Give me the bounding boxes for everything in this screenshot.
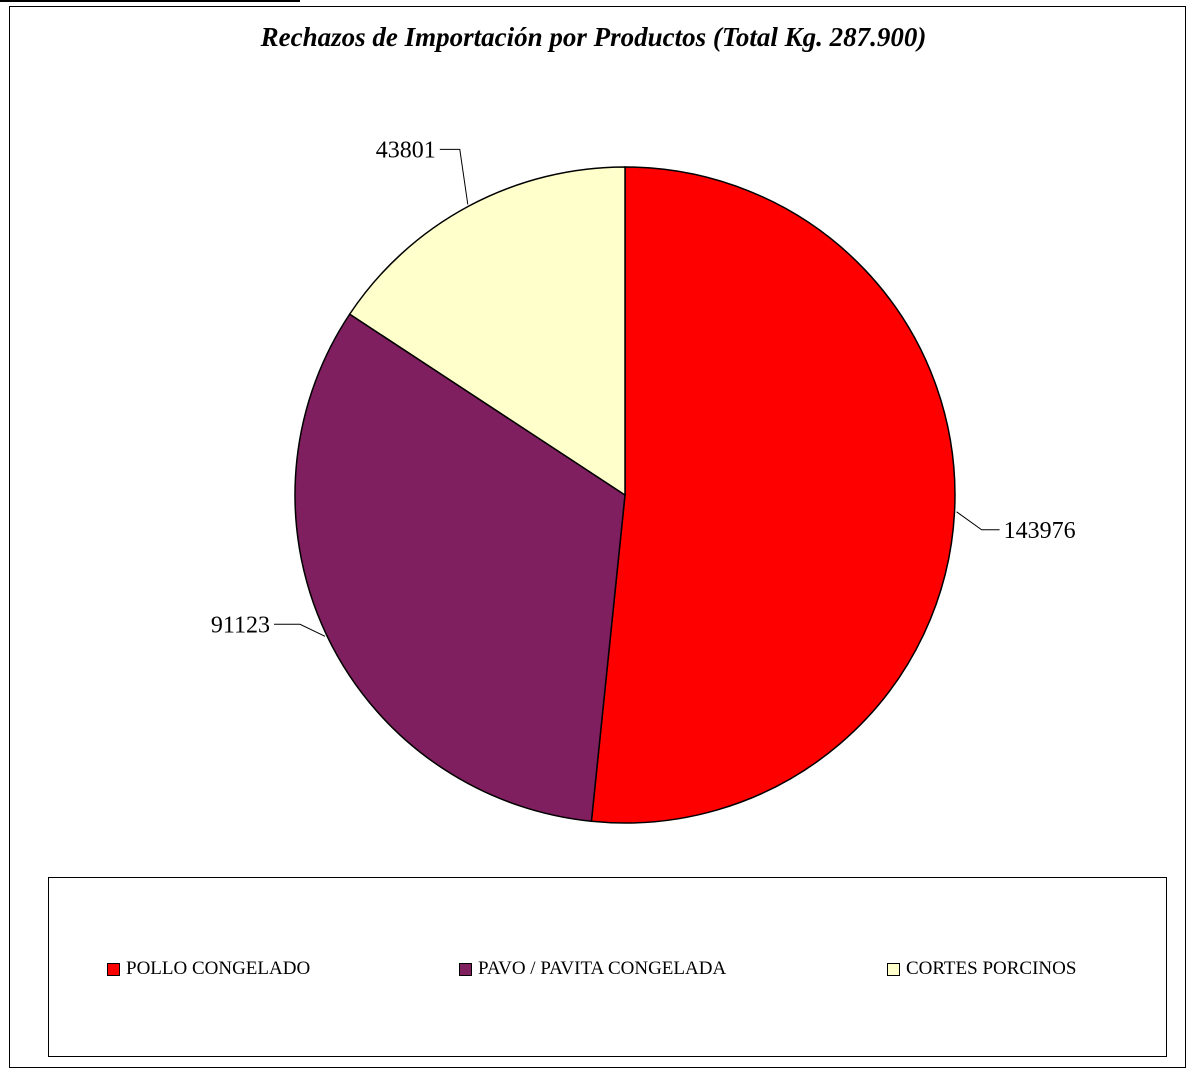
leader-line-pollo-congelado — [956, 511, 1000, 531]
data-label-pollo-congelado: 143976 — [1004, 518, 1076, 544]
legend-swatch-pollo-congelado — [107, 962, 120, 976]
legend-item-pavo-pavita-congelada: PAVO / PAVITA CONGELADA — [459, 958, 726, 980]
leader-line-cortes-porcinos — [439, 148, 469, 205]
legend-label-cortes-porcinos: CORTES PORCINOS — [906, 958, 1077, 979]
legend-item-cortes-porcinos: CORTES PORCINOS — [887, 958, 1076, 980]
legend-swatch-cortes-porcinos — [887, 962, 900, 976]
top-edge-fragment — [0, 0, 300, 6]
slice-pollo-congelado — [590, 166, 956, 824]
data-label-pavo-pavita-congelada: 91123 — [211, 612, 270, 638]
legend-item-pollo-congelado: POLLO CONGELADO — [107, 958, 310, 980]
leader-line-pavo-pavita-congelada — [274, 623, 326, 637]
legend: POLLO CONGELADO PAVO / PAVITA CONGELADA … — [48, 877, 1167, 1057]
legend-swatch-pavo-pavita-congelada — [459, 962, 472, 976]
legend-label-pollo-congelado: POLLO CONGELADO — [126, 958, 311, 979]
slice-cortes-porcinos — [348, 166, 626, 497]
legend-label-pavo-pavita-congelada: PAVO / PAVITA CONGELADA — [478, 958, 727, 979]
chart-title: Rechazos de Importación por Productos (T… — [260, 22, 927, 52]
data-label-cortes-porcinos: 43801 — [376, 137, 436, 163]
